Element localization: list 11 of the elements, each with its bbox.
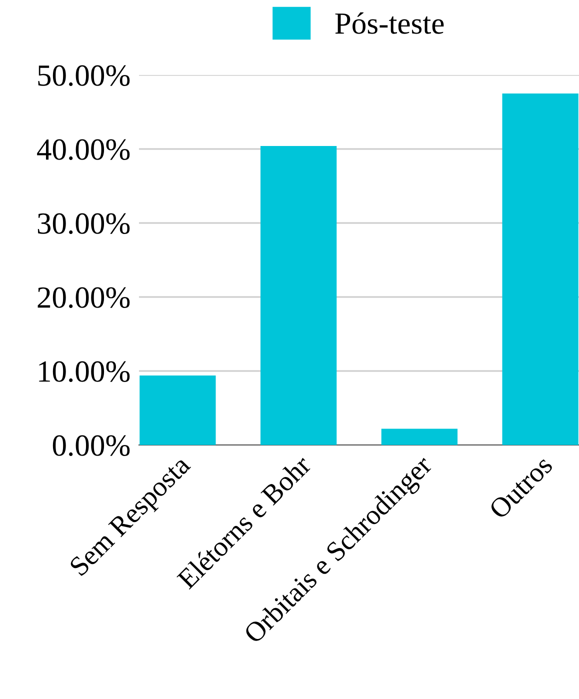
y-tick-label: 20.00%: [38, 287, 130, 308]
bar: [502, 94, 578, 445]
y-tick-label: 50.00%: [38, 65, 130, 86]
bar: [260, 146, 337, 445]
y-tick-label: 30.00%: [38, 213, 130, 234]
bar: [381, 428, 458, 445]
legend-label: Pós-teste: [335, 12, 444, 34]
y-tick-label: 40.00%: [37, 139, 130, 160]
bar: [140, 375, 216, 445]
y-tick-label: 0.00%: [52, 435, 130, 456]
y-tick-label: 10.00%: [39, 361, 130, 382]
